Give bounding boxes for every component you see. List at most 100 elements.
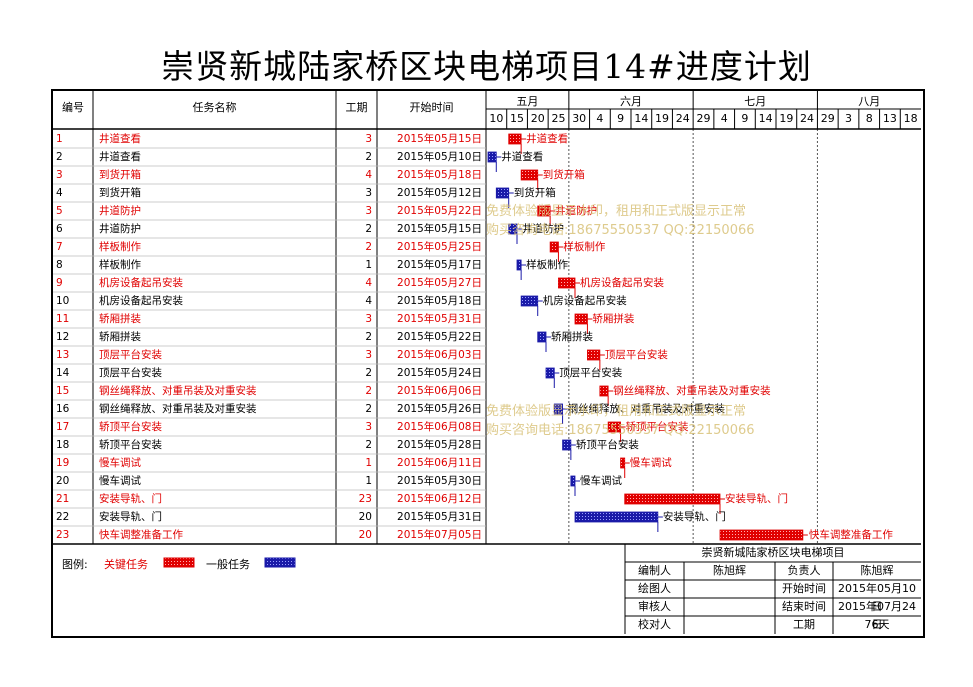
task-name: 轿厢拼装	[99, 313, 141, 325]
task-num: 6	[56, 223, 63, 235]
task-num: 20	[56, 475, 70, 487]
task-bar	[487, 151, 497, 163]
task-start: 2015年05月12日	[397, 187, 482, 199]
bar-label: 井道查看	[501, 151, 544, 163]
task-duration: 2	[365, 439, 372, 451]
task-duration: 1	[365, 475, 372, 487]
month-label: 五月	[516, 95, 539, 108]
day-label: 9	[617, 112, 625, 125]
task-name: 轿厢拼装	[99, 331, 141, 343]
task-name: 安装导轨、门	[99, 493, 162, 505]
task-bar	[574, 511, 659, 523]
task-duration: 3	[365, 133, 372, 145]
bar-label: 轿顶平台安装	[575, 439, 639, 451]
task-num: 22	[56, 511, 70, 523]
task-start: 2015年05月30日	[397, 475, 482, 487]
infobox-editor: 陈旭辉	[713, 564, 746, 577]
task-duration: 2	[365, 151, 372, 163]
task-num: 18	[56, 439, 70, 451]
infobox-end-label: 结束时间	[782, 600, 826, 613]
task-start: 2015年05月26日	[397, 403, 482, 415]
task-num: 14	[56, 367, 70, 379]
task-name: 样板制作	[99, 259, 141, 271]
task-duration: 1	[365, 457, 372, 469]
task-duration: 2	[365, 385, 372, 397]
task-start: 2015年05月18日	[397, 295, 482, 307]
task-duration: 20	[358, 511, 372, 523]
header-num: 编号	[62, 101, 84, 114]
bar-label: 机房设备起吊安装	[542, 295, 627, 307]
task-duration: 3	[365, 187, 372, 199]
bar-label: 轿厢拼装	[592, 313, 635, 325]
task-bar	[562, 439, 572, 451]
task-start: 2015年06月08日	[397, 421, 482, 433]
task-name: 轿顶平台安装	[99, 439, 162, 451]
legend-general-label: 一般任务	[206, 558, 250, 571]
task-name: 慢车调试	[99, 457, 141, 469]
bar-label: 样板制作	[526, 259, 569, 271]
task-start: 2015年05月22日	[397, 205, 482, 217]
day-label: 18	[903, 112, 918, 125]
task-bar	[520, 169, 539, 181]
task-name: 井道防护	[99, 205, 141, 217]
task-bar	[545, 367, 555, 379]
bar-label: 井道防护	[522, 223, 564, 235]
task-bar	[624, 493, 721, 505]
task-duration: 4	[365, 295, 372, 307]
task-duration: 2	[365, 367, 372, 379]
day-label: 8	[865, 112, 873, 125]
task-name: 井道防护	[99, 223, 141, 235]
task-num: 9	[56, 277, 63, 289]
infobox-duration-label: 工期	[793, 618, 815, 631]
task-name: 到货开箱	[99, 169, 141, 181]
task-duration: 4	[365, 169, 372, 181]
day-label: 3	[844, 112, 852, 125]
task-duration: 3	[365, 205, 372, 217]
infobox-owner: 陈旭辉	[860, 564, 894, 577]
day-label: 19	[655, 112, 670, 125]
bar-label: 安装导轨、门	[725, 493, 788, 505]
task-duration: 2	[365, 223, 372, 235]
task-bar	[537, 331, 547, 343]
bar-label: 轿厢拼装	[551, 331, 593, 343]
task-bar	[719, 529, 804, 541]
day-label: 20	[530, 112, 545, 125]
bar-label: 安装导轨、门	[662, 511, 726, 523]
bar-label: 慢车调试	[580, 475, 622, 487]
task-num: 11	[56, 313, 70, 325]
infobox-start-label: 开始时间	[782, 582, 826, 595]
legend-general-swatch	[264, 557, 296, 568]
infobox-start: 2015年05月10日	[838, 582, 916, 613]
task-bar	[549, 241, 559, 253]
header-start: 开始时间	[409, 101, 454, 114]
task-name: 轿顶平台安装	[99, 421, 162, 433]
task-bar	[558, 277, 576, 289]
bar-label: 顶层平台安装	[559, 367, 623, 379]
task-bar	[574, 313, 588, 325]
task-start: 2015年05月15日	[397, 223, 482, 235]
day-label: 14	[634, 112, 649, 125]
task-start: 2015年07月05日	[397, 529, 482, 541]
bar-label: 机房设备起吊安装	[580, 277, 664, 289]
day-label: 4	[720, 112, 728, 125]
task-duration: 20	[358, 529, 372, 541]
task-bar	[516, 259, 522, 271]
task-start: 2015年05月28日	[397, 439, 482, 451]
task-duration: 1	[365, 259, 372, 271]
task-duration: 2	[365, 331, 372, 343]
task-start: 2015年05月10日	[397, 151, 482, 163]
task-name: 井道查看	[99, 151, 141, 163]
task-duration: 2	[365, 241, 372, 253]
task-num: 21	[56, 493, 70, 505]
task-bar	[620, 457, 626, 469]
bar-label: 快车调整准备工作	[808, 529, 893, 541]
task-num: 19	[56, 457, 70, 469]
task-name: 机房设备起吊安装	[99, 295, 183, 307]
task-name: 机房设备起吊安装	[99, 277, 183, 289]
task-name: 顶层平台安装	[99, 367, 162, 379]
task-duration: 3	[365, 313, 372, 325]
task-num: 23	[56, 529, 70, 541]
task-num: 7	[56, 241, 63, 253]
task-num: 1	[56, 133, 63, 145]
task-num: 8	[56, 259, 63, 271]
